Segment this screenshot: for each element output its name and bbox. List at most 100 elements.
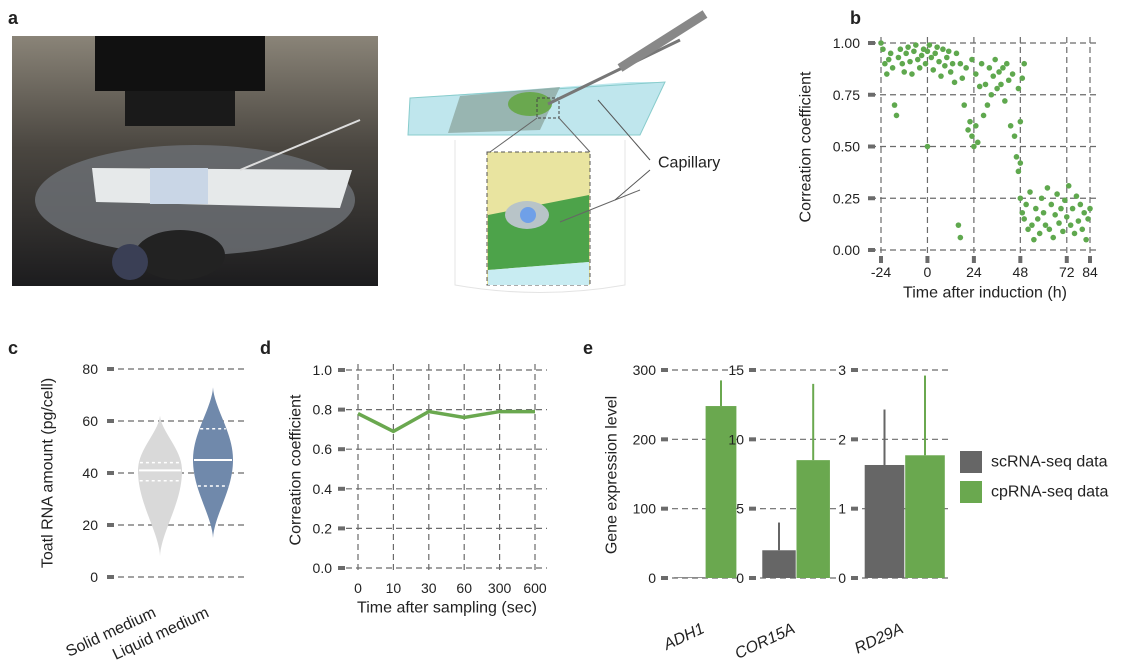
y-tick-label: 20 <box>82 517 98 533</box>
y-axis-label: Gene expression level <box>604 396 621 554</box>
bar <box>865 465 905 578</box>
bar <box>905 455 945 578</box>
y-tick-label: 80 <box>82 361 98 377</box>
scatter-point <box>971 144 977 150</box>
x-axis-label: Time after sampling (sec) <box>357 600 537 617</box>
x-tick-label: 0 <box>924 264 932 280</box>
scatter-point <box>934 44 940 50</box>
tick-mark <box>661 576 668 580</box>
scatter-point <box>1000 65 1006 71</box>
scatter-point <box>938 73 944 79</box>
tick-mark <box>107 575 114 579</box>
tick-mark <box>749 507 756 511</box>
panel-label: a <box>8 8 19 28</box>
scatter-point <box>884 71 890 77</box>
tick-mark <box>107 471 114 475</box>
tick-mark <box>1088 256 1092 263</box>
tick-mark <box>661 437 668 441</box>
y-tick-label: 0 <box>90 569 98 585</box>
tick-mark <box>925 256 929 263</box>
legend-swatch <box>960 451 982 473</box>
y-tick-label: 2 <box>838 431 846 447</box>
scatter-point <box>1019 210 1025 216</box>
scatter-point <box>990 73 996 79</box>
panel-label: e <box>583 338 593 358</box>
scatter-point <box>973 71 979 77</box>
scatter-point <box>985 102 991 108</box>
scatter-point <box>1025 227 1031 233</box>
tick-mark <box>1065 256 1069 263</box>
scatter-point <box>1087 206 1093 212</box>
scatter-point <box>896 55 902 61</box>
x-tick-label: COR15A <box>733 620 798 661</box>
tick-mark <box>868 41 875 45</box>
y-tick-label: 3 <box>838 362 846 378</box>
panel-label: c <box>8 338 18 358</box>
legend-label: cpRNA-seq data <box>991 484 1108 501</box>
scatter-point <box>917 65 923 71</box>
scatter-point <box>1041 210 1047 216</box>
scatter-point <box>1018 119 1024 125</box>
scatter-point <box>1054 191 1060 197</box>
scatter-point <box>1085 216 1091 222</box>
scatter-point <box>1043 222 1049 228</box>
scatter-point <box>936 59 942 65</box>
y-tick-label: 0 <box>736 570 744 586</box>
y-tick-label: 1.00 <box>833 35 860 51</box>
scatter-point <box>929 55 935 61</box>
violin-body <box>193 387 233 538</box>
scatter-point <box>948 69 954 75</box>
scatter-point <box>1068 222 1074 228</box>
scatter-point <box>1031 237 1037 243</box>
scatter-point <box>958 61 964 67</box>
x-axis-label: Time after induction (h) <box>903 285 1067 302</box>
scatter-point <box>979 61 985 67</box>
tick-mark <box>661 507 668 511</box>
scatter-point <box>1004 61 1010 67</box>
scatter-point <box>1039 195 1045 201</box>
scatter-point <box>878 40 884 46</box>
x-tick-label: 600 <box>523 580 547 596</box>
scatter-point <box>956 222 962 228</box>
data-line <box>358 412 535 432</box>
scatter-point <box>1083 237 1089 243</box>
scatter-point <box>905 44 911 50</box>
tick-mark <box>661 368 668 372</box>
photo <box>12 36 378 286</box>
y-tick-label: 0.75 <box>833 87 860 103</box>
tick-mark <box>851 576 858 580</box>
scatter-point <box>1012 133 1018 139</box>
x-tick-label: 24 <box>966 264 982 280</box>
scatter-point <box>911 48 917 54</box>
scatter-point <box>950 61 956 67</box>
scatter-point <box>981 113 987 119</box>
scatter-point <box>987 65 993 71</box>
scatter-point <box>1035 216 1041 222</box>
scatter-point <box>1018 160 1024 166</box>
scatter-point <box>1008 123 1014 129</box>
scatter-point <box>923 61 929 67</box>
scatter-point <box>1006 77 1012 83</box>
scatter-point <box>1060 229 1066 235</box>
scatter-point <box>927 42 933 48</box>
scatter-point <box>959 75 965 81</box>
y-tick-label: 0.2 <box>313 520 333 536</box>
scatter-point <box>992 57 998 63</box>
tick-mark <box>851 437 858 441</box>
scatter-point <box>975 140 981 146</box>
diagram-label: Capillary <box>658 155 720 172</box>
y-tick-label: 10 <box>728 431 744 447</box>
y-tick-label: 1.0 <box>313 362 333 378</box>
x-tick-label: 300 <box>488 580 512 596</box>
figure: Capillary a b c d e 0.000.250.500.751.00… <box>0 0 1133 661</box>
scatter-point <box>965 127 971 133</box>
scatter-point <box>944 55 950 61</box>
scatter-point <box>1033 206 1039 212</box>
x-tick-label: 60 <box>456 580 472 596</box>
scatter-point <box>930 67 936 73</box>
scatter-point <box>1081 210 1087 216</box>
y-tick-label: 0.4 <box>313 481 333 497</box>
y-axis-label: Correation coefficient <box>798 71 815 222</box>
scatter-point <box>886 57 892 63</box>
scatter-point <box>1064 214 1070 220</box>
